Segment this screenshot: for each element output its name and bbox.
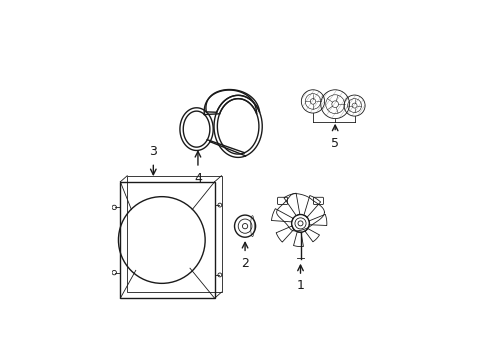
Text: 2: 2	[241, 257, 248, 270]
Text: 3: 3	[149, 145, 157, 158]
Text: 5: 5	[330, 138, 339, 150]
Text: 4: 4	[194, 172, 202, 185]
Text: 1: 1	[296, 279, 304, 292]
